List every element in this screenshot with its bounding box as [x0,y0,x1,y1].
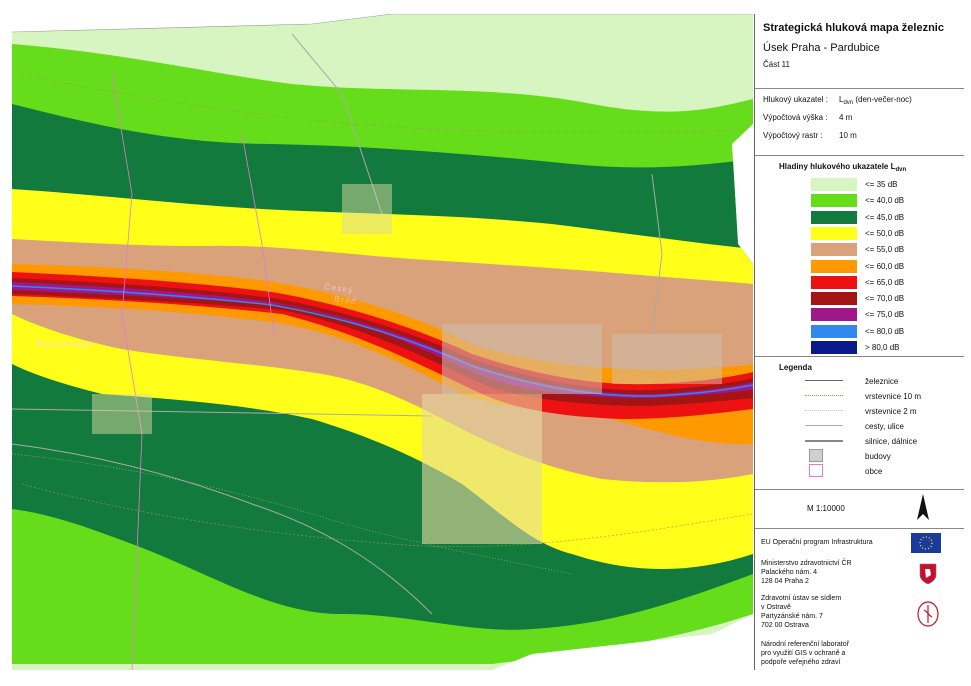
road [651,173,663,335]
legend-label: budovy [865,452,891,461]
legend-symbol [805,410,843,411]
noise-level-label: <= 35 dB [865,180,898,189]
noise-map[interactable]: Český Brod Rostoklaty [12,14,753,670]
legend-label: vrstevnice 2 m [865,407,917,416]
noise-level-label: <= 75,0 dB [865,310,905,320]
param-raster-value: 10 m [839,131,857,140]
map-legend-panel: Strategická hluková mapa železnic Úsek P… [754,14,964,670]
noise-level-swatch [811,226,857,240]
legend-label: cesty, ulice [865,422,904,431]
noise-level-label: <= 40,0 dB [865,196,905,206]
buildings [442,324,602,394]
noise-level-swatch [811,243,857,257]
buildings [342,184,392,234]
parameters-block: Hlukový ukazatel : Ldvn (den-večer-noc) … [755,89,964,156]
legend-label: silnice, dálnice [865,437,918,446]
place-label-rostoklaty: Rostoklaty [36,339,93,349]
legend-symbol [805,440,843,442]
contour-line [21,73,753,134]
municipality-boundary [111,73,143,670]
param-indicator-value: Ldvn (den-večer-noc) [839,95,912,106]
credits-block: EU Operační program Infrastruktura Minis… [755,529,964,670]
buildings [612,334,722,384]
institute-emblem-icon [917,601,939,627]
scale-label: M 1:10000 [807,504,845,513]
noise-level-swatch [811,259,857,273]
eu-flag-icon [911,533,941,553]
legend-symbol [805,380,843,381]
noise-level-label: <= 60,0 dB [865,261,905,271]
credit-ministry-2: Palackého nám. 4 [761,569,818,576]
legend-heading: Legenda [779,363,812,372]
param-height-value: 4 m [839,113,853,122]
place-label-cesky: Český [324,282,355,295]
noise-level-label: <= 65,0 dB [865,277,905,287]
noise-levels-block: Hladiny hlukového ukazatele Ldvn <= 35 d… [755,156,964,357]
noise-level-label: <= 50,0 dB [865,228,905,238]
map-title: Strategická hluková mapa železnic [763,22,944,34]
noise-level-swatch [811,341,857,354]
credit-lab-2: pro využití GIS v ochraně a [761,650,846,657]
road [12,443,433,615]
noise-level-swatch [811,292,857,306]
noise-level-swatch [811,210,857,224]
north-arrow-icon [917,494,929,520]
param-indicator-label: Hlukový ukazatel : [763,95,828,104]
param-height-label: Výpočtová výška : [763,113,828,122]
legend-symbol [805,425,843,426]
credit-lab-1: Národní referenční laboratoř [761,641,849,648]
municipality-boundary [241,133,275,335]
legend-symbol [809,449,823,462]
credit-program: EU Operační program Infrastruktura [761,539,873,546]
noise-level-swatch [811,308,857,322]
contour-line [12,453,573,575]
place-label-brod: Brod [334,294,358,306]
noise-level-swatch [811,178,857,191]
credit-institute-2: v Ostravě [761,604,791,611]
noise-level-label: > 80,0 dB [865,343,900,352]
czech-coat-of-arms-icon [919,563,937,585]
railway-line [12,285,753,397]
param-raster-label: Výpočtový rastr : [763,131,823,140]
legend-symbol [805,395,843,396]
contour-line [21,483,753,547]
scale-block: M 1:10000 [755,490,964,529]
credit-ministry-3: 128 04 Praha 2 [761,578,809,585]
noise-map-canvas: Český Brod Rostoklaty [12,14,753,670]
credit-institute-1: Zdravotní ústav se sídlem [761,595,842,602]
credit-ministry-1: Ministerstvo zdravotnictví ČR [761,560,852,567]
noise-level-label: <= 70,0 dB [865,294,905,304]
credit-institute-4: 702 00 Ostrava [761,622,809,629]
buildings [92,394,152,434]
map-part: Část 11 [763,60,790,69]
road [291,33,383,215]
noise-level-label: <= 45,0 dB [865,212,905,222]
noise-level-label: <= 55,0 dB [865,245,905,255]
credit-lab-3: podpoře veřejného zdraví [761,659,841,666]
buildings [422,394,542,544]
noise-level-swatch [811,275,857,289]
noise-level-label: <= 80,0 dB [865,326,905,336]
legend-label: obce [865,467,883,476]
credit-institute-3: Partyzánské nám. 7 [761,613,823,620]
legend-label: železnice [865,377,899,386]
legend-symbol [809,464,823,477]
noise-level-swatch [811,194,857,208]
title-block: Strategická hluková mapa železnic Úsek P… [755,14,964,89]
legend-label: vrstevnice 10 m [865,392,922,401]
noise-level-swatch [811,324,857,338]
road [12,408,433,417]
map-section: Úsek Praha - Pardubice [763,42,880,54]
noise-levels-heading: Hladiny hlukového ukazatele Ldvn [779,162,907,173]
legend-block: Legenda železnice vrstevnice 10 m vrstevni… [755,357,964,490]
